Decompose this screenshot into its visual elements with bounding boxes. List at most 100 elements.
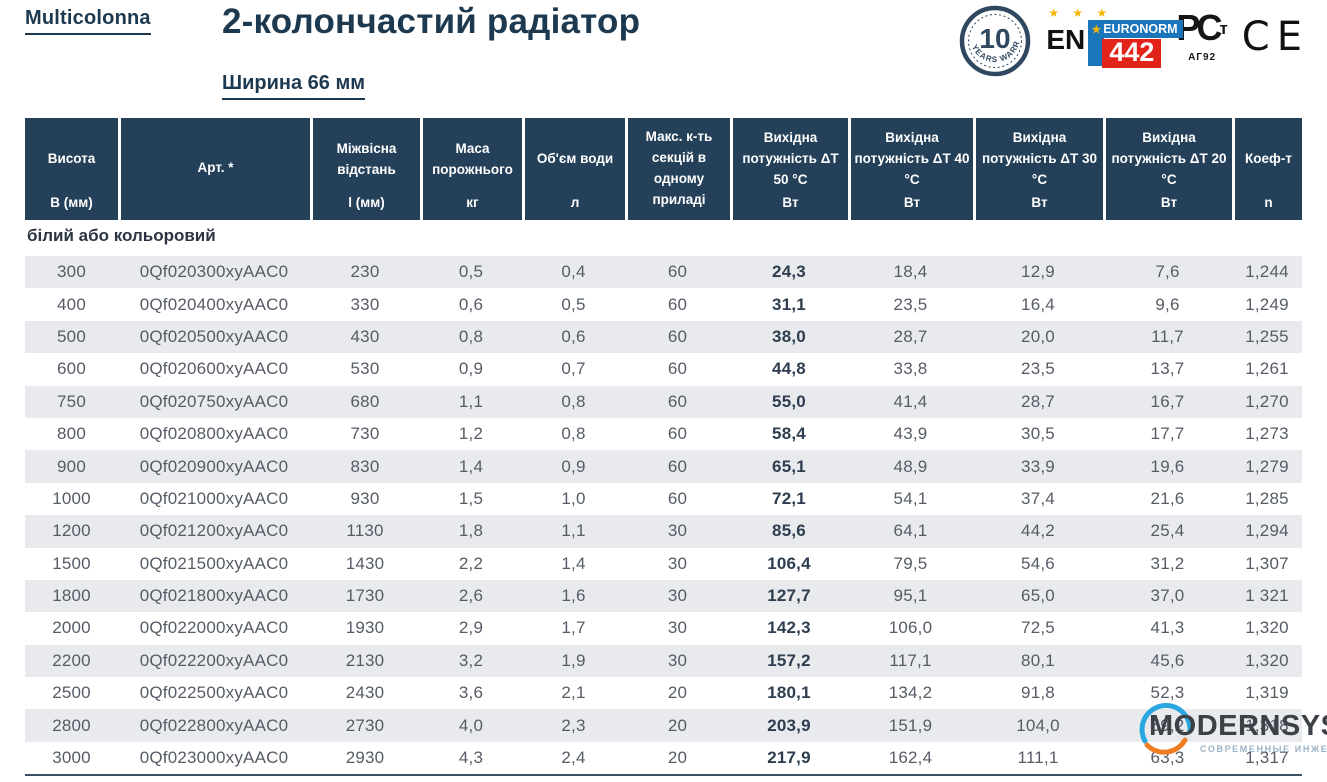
- section-label: білий або кольоровий: [27, 225, 216, 245]
- cell: 23,5: [893, 294, 928, 314]
- cell: 23,5: [1021, 359, 1055, 379]
- warranty-seal-icon: 10 YEARS WARRANTY: [958, 4, 1031, 77]
- cell: 4,0: [458, 715, 484, 735]
- watermark-tagline: СОВРЕМЕННЫЕ ИНЖЕНЕРНЫЕ СИСТЕМЫ: [1200, 744, 1327, 754]
- cell: 0Qf021200xyAAC0: [139, 521, 289, 541]
- en442-number: 442: [1102, 39, 1162, 68]
- column-title: Вихідна потужність ΔТ 40 °С: [854, 130, 970, 188]
- table-row: 2000 0Qf022000xyAAC0 1930 2,9 1,7 30 142,3 106,…: [25, 612, 1302, 644]
- cell: 1,4: [458, 456, 484, 476]
- watermark-name: MODERNSYS: [1149, 710, 1327, 742]
- table-row: 900 0Qf020900xyAAC0 830 1,4 0,9 60 65,1 48,9 33,…: [25, 450, 1302, 483]
- cell: 117,1: [889, 650, 932, 670]
- column-title: Вихідна потужність ΔТ 20 °С: [1111, 130, 1227, 188]
- cell: 0,4: [561, 262, 586, 282]
- cell: 0Qf021000xyAAC0: [139, 488, 289, 508]
- cell: 60: [667, 456, 688, 476]
- cell: 1,320: [1245, 618, 1289, 638]
- table-row: 800 0Qf020800xyAAC0 730 1,2 0,8 60 58,4 43,9 30,…: [25, 418, 1302, 450]
- column-title: Висота: [47, 151, 96, 167]
- cell: 1,6: [561, 586, 586, 606]
- cell: 0Qf020400xyAAC0: [139, 294, 289, 314]
- cell: 111,1: [1017, 748, 1059, 768]
- cell: 31,1: [772, 294, 806, 314]
- cell: 31,2: [1150, 553, 1185, 573]
- cell: 1,249: [1245, 294, 1289, 314]
- cell: 2,4: [561, 748, 586, 768]
- cell: 230: [350, 262, 380, 282]
- cell: 0,9: [458, 359, 484, 379]
- column-unit: Вт: [1160, 194, 1178, 210]
- cell: 44,2: [1021, 521, 1055, 541]
- cell: 0,8: [458, 326, 484, 346]
- cell: 37,4: [1021, 488, 1055, 508]
- cell: 1,294: [1245, 521, 1289, 541]
- cell: 1 321: [1245, 586, 1289, 606]
- cell: 0Qf021800xyAAC0: [139, 586, 289, 606]
- cell: 0Qf020600xyAAC0: [139, 359, 289, 379]
- cell: 2500: [52, 683, 91, 703]
- cell: 203,9: [767, 715, 811, 735]
- cell: 2,6: [458, 586, 484, 606]
- cell: 1,320: [1245, 650, 1289, 670]
- cell: 24,3: [772, 262, 806, 282]
- cell: 41,3: [1150, 618, 1185, 638]
- column-header-6: Вихідна потужність ΔТ 50 °С Вт: [730, 118, 848, 220]
- cell: 1,7: [561, 618, 586, 638]
- column-header-2: Міжвісна відстань l (мм): [310, 118, 420, 220]
- cell: 3,6: [458, 683, 484, 703]
- euronorm-label: EURONORM: [1103, 22, 1178, 36]
- star-icon: ★: [1091, 24, 1102, 36]
- page-title: 2-колончастий радіатор: [222, 2, 641, 41]
- cell: 1,0: [561, 488, 586, 508]
- cell: 1,5: [458, 488, 484, 508]
- cell: 1,8: [458, 521, 484, 541]
- cell: 1430: [345, 553, 385, 573]
- cell: 1,270: [1245, 391, 1289, 411]
- cell: 20: [667, 683, 688, 703]
- cell: 37,0: [1150, 586, 1185, 606]
- cell: 0,6: [561, 326, 586, 346]
- cell: 151,9: [888, 715, 933, 735]
- cell: 1,261: [1245, 359, 1289, 379]
- cell: 104,0: [1016, 715, 1060, 735]
- cell: 1730: [345, 586, 385, 606]
- cell: 1500: [52, 553, 91, 573]
- cell: 80,1: [1021, 650, 1055, 670]
- cell: 900: [57, 456, 86, 476]
- cell: 2,9: [458, 618, 484, 638]
- cell: 11,7: [1151, 326, 1184, 346]
- column-title: Коеф-т: [1245, 151, 1292, 167]
- cell: 1,285: [1245, 488, 1289, 508]
- cell: 0,8: [561, 391, 586, 411]
- cell: 1130: [346, 521, 384, 541]
- cell: 0,8: [561, 424, 586, 444]
- cell: 0,5: [561, 294, 586, 314]
- cell: 33,9: [1021, 456, 1055, 476]
- column-header-5: Макс. к-ть секцій в одному приладі: [625, 118, 730, 220]
- cell: 20: [667, 715, 688, 735]
- cell: 1,2: [458, 424, 484, 444]
- cell: 600: [57, 359, 86, 379]
- cell: 2130: [345, 650, 385, 670]
- cell: 0,5: [458, 262, 484, 282]
- cell: 72,1: [772, 488, 806, 508]
- column-unit: кг: [466, 194, 479, 210]
- cell: 500: [57, 326, 86, 346]
- rostest-code: АГ92: [1188, 52, 1217, 63]
- cell: 2800: [52, 715, 91, 735]
- cell: 65,1: [772, 456, 806, 476]
- cell: 0Qf020750xyAAC0: [139, 391, 289, 411]
- table-row: 2200 0Qf022200xyAAC0 2130 3,2 1,9 30 157,2 117,…: [25, 644, 1302, 678]
- cell: 1,255: [1245, 326, 1289, 346]
- cell: 0Qf022200xyAAC0: [139, 650, 289, 670]
- cell: 3,2: [458, 650, 484, 670]
- cell: 1,317: [1245, 748, 1289, 768]
- cell: 330: [350, 294, 380, 314]
- cell: 800: [57, 424, 86, 444]
- cell: 30: [667, 618, 688, 638]
- cell: 30: [667, 650, 688, 670]
- cell: 30: [667, 553, 688, 573]
- cell: 1,319: [1245, 683, 1289, 703]
